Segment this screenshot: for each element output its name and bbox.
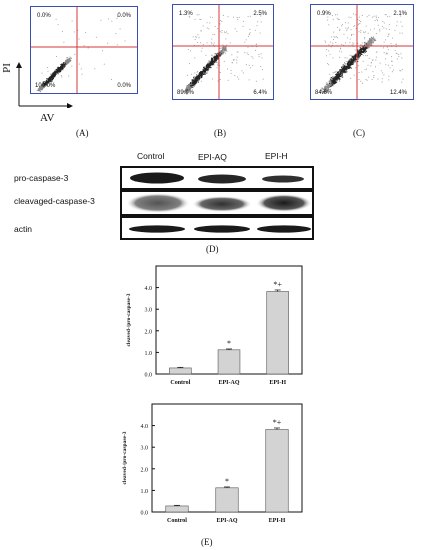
bar-control — [169, 367, 192, 375]
panel-letter-c: (C) — [353, 128, 365, 138]
panel-letter-b: (B) — [214, 128, 226, 138]
scatter-dots — [36, 16, 126, 93]
row-label-cleaved-caspase: cleavaged-caspase-3 — [14, 196, 95, 206]
x-axis-label: AV — [40, 112, 55, 124]
y-tick-label: 0.0 — [141, 511, 149, 517]
quadrant-lr-b: 6.4% — [253, 90, 267, 96]
blot-strip-cleaved-caspase — [120, 190, 314, 216]
y-axis-label: PI — [0, 63, 13, 73]
y-tick-label: 2.0 — [141, 467, 149, 473]
y-tick-label: 3.0 — [145, 308, 153, 314]
flow-plot-c: 0.9% 2.1% 84.6% 12.4% — [310, 4, 414, 100]
flow-scatter-b — [173, 5, 273, 99]
axis-arrows — [16, 62, 73, 108]
y-tick-label: 4.0 — [145, 286, 153, 292]
flow-plot-b: 1.3% 2.5% 89.9% 6.4% — [172, 4, 274, 100]
x-tick-label: EPI-H — [269, 380, 286, 386]
quadrant-ll-a: 100.0% — [35, 83, 56, 89]
x-tick-label: Control — [167, 518, 187, 524]
blot-strip-actin — [120, 216, 314, 240]
y-axis-title: cleaved-/pro-caspase-3 — [122, 431, 128, 484]
bar-chart-2: 0.0 1.0 2.0 3.0 4.0 cleaved-/pro-caspase-3 Con… — [122, 403, 303, 524]
flow-plot-a: 0.0% 0.0% 100.0% 0.0% — [30, 6, 138, 94]
scatter-dots — [320, 13, 404, 94]
bar-chart-1: 0.0 1.0 2.0 3.0 4.0 cleaved-/pro-caspase-3 Con… — [126, 265, 303, 386]
bar-epi-aq — [217, 349, 241, 375]
bar-epi-aq — [215, 487, 239, 513]
quadrant-lr-c: 12.4% — [389, 90, 407, 96]
quadrant-ll-b: 89.9% — [177, 90, 195, 96]
bar-control — [165, 505, 189, 513]
x-tick-label: EPI-AQ — [217, 518, 238, 524]
lane-label-epi-h: EPI-H — [265, 151, 288, 161]
panel-letter-e: (E) — [201, 537, 213, 547]
significance-mark: *+ — [273, 280, 282, 289]
y-tick-label: 1.0 — [141, 489, 149, 495]
significance-mark: * — [225, 477, 229, 486]
scatter-dots — [183, 14, 264, 95]
flow-scatter-a — [31, 7, 137, 93]
quadrant-ur-b: 2.5% — [253, 11, 267, 17]
blot-strip-pro-caspase — [120, 166, 314, 190]
panel-letter-a: (A) — [76, 128, 89, 138]
bar-epi-h — [266, 291, 289, 375]
bar-epi-h — [265, 429, 289, 513]
quadrant-ul-c: 0.9% — [317, 11, 331, 17]
significance-mark: *+ — [273, 418, 282, 427]
lane-label-control: Control — [137, 151, 165, 161]
lane-label-epi-aq: EPI-AQ — [198, 152, 227, 162]
significance-mark: * — [227, 339, 231, 348]
quadrant-ul-a: 0.0% — [37, 13, 51, 19]
quadrant-ul-b: 1.3% — [179, 11, 193, 17]
y-tick-label: 2.0 — [145, 329, 153, 335]
flow-scatter-c — [311, 5, 413, 99]
y-tick-label: 3.0 — [141, 446, 149, 452]
x-tick-label: EPI-AQ — [219, 380, 240, 386]
y-axis-title: cleaved-/pro-caspase-3 — [126, 293, 132, 346]
y-tick-label: 4.0 — [141, 424, 149, 430]
quadrant-lr-a: 0.0% — [117, 83, 131, 89]
row-label-actin: actin — [14, 224, 32, 234]
quadrant-ur-a: 0.0% — [117, 13, 131, 19]
quadrant-ll-c: 84.6% — [315, 90, 333, 96]
panel-letter-d: (D) — [206, 244, 219, 254]
x-tick-label: Control — [170, 380, 190, 386]
quadrant-ur-c: 2.1% — [393, 11, 407, 17]
y-tick-label: 1.0 — [145, 351, 153, 357]
x-tick-label: EPI-H — [269, 518, 286, 524]
row-label-pro-caspase: pro-caspase-3 — [14, 173, 69, 183]
y-tick-label: 0.0 — [145, 373, 153, 379]
